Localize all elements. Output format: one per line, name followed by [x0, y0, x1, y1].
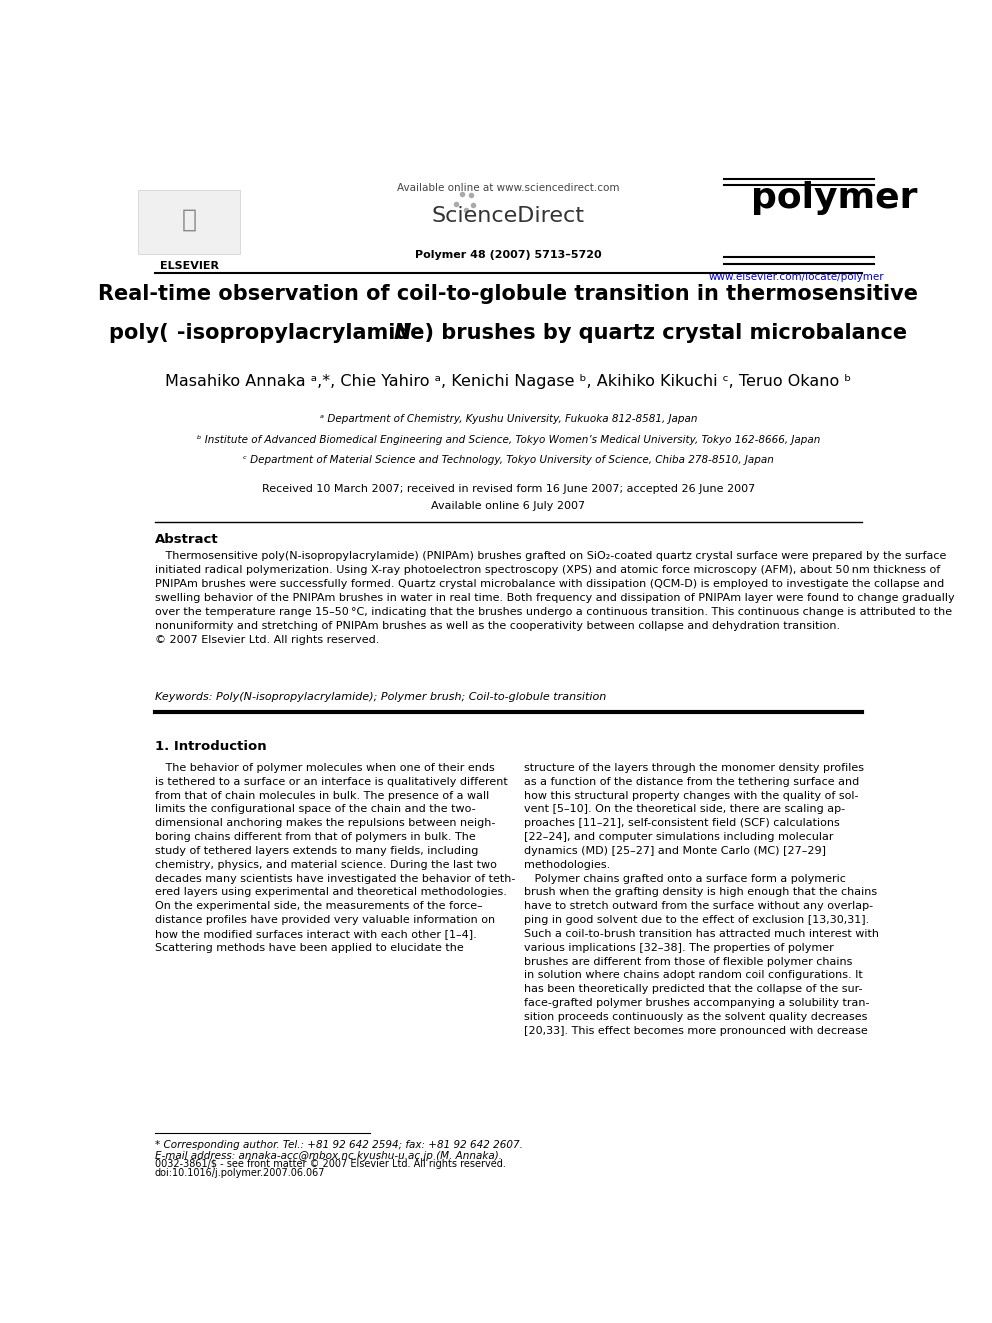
- Text: * Corresponding author. Tel.: +81 92 642 2594; fax: +81 92 642 2607.: * Corresponding author. Tel.: +81 92 642…: [155, 1140, 523, 1150]
- Text: N: N: [394, 323, 411, 343]
- Text: Thermosensitive poly(N-isopropylacrylamide) (PNIPAm) brushes grafted on SiO₂-coa: Thermosensitive poly(N-isopropylacrylami…: [155, 550, 954, 646]
- Text: The behavior of polymer molecules when one of their ends
is tethered to a surfac: The behavior of polymer molecules when o…: [155, 763, 515, 953]
- Text: poly(  -isopropylacrylamide) brushes by quartz crystal microbalance: poly( -isopropylacrylamide) brushes by q…: [109, 323, 908, 343]
- Text: ᵇ Institute of Advanced Biomedical Engineering and Science, Tokyo Women’s Medica: ᵇ Institute of Advanced Biomedical Engin…: [196, 435, 820, 445]
- Text: 1. Introduction: 1. Introduction: [155, 741, 267, 753]
- Text: polymer: polymer: [751, 181, 917, 216]
- Text: Keywords: Poly(N-isopropylacrylamide); Polymer brush; Coil-to-globule transition: Keywords: Poly(N-isopropylacrylamide); P…: [155, 692, 606, 701]
- Text: www.elsevier.com/locate/polymer: www.elsevier.com/locate/polymer: [709, 271, 885, 282]
- Text: Available online 6 July 2007: Available online 6 July 2007: [432, 501, 585, 511]
- Text: ᶜ Department of Material Science and Technology, Tokyo University of Science, Ch: ᶜ Department of Material Science and Tec…: [243, 455, 774, 466]
- Text: Masahiko Annaka ᵃ,*, Chie Yahiro ᵃ, Kenichi Nagase ᵇ, Akihiko Kikuchi ᶜ, Teruo O: Masahiko Annaka ᵃ,*, Chie Yahiro ᵃ, Keni…: [166, 373, 851, 389]
- Text: ScienceDirect: ScienceDirect: [432, 205, 585, 226]
- Text: Polymer 48 (2007) 5713–5720: Polymer 48 (2007) 5713–5720: [415, 250, 602, 261]
- Text: Abstract: Abstract: [155, 533, 218, 545]
- Text: doi:10.1016/j.polymer.2007.06.067: doi:10.1016/j.polymer.2007.06.067: [155, 1168, 325, 1179]
- Text: Real-time observation of coil-to-globule transition in thermosensitive: Real-time observation of coil-to-globule…: [98, 284, 919, 304]
- Text: ᵃ Department of Chemistry, Kyushu University, Fukuoka 812-8581, Japan: ᵃ Department of Chemistry, Kyushu Univer…: [319, 414, 697, 425]
- Text: Available online at www.sciencedirect.com: Available online at www.sciencedirect.co…: [397, 183, 620, 193]
- Bar: [138, 191, 240, 254]
- Text: E-mail address: annaka-acc@mbox.nc.kyushu-u.ac.jp (M. Annaka).: E-mail address: annaka-acc@mbox.nc.kyush…: [155, 1151, 502, 1162]
- Text: 🌳: 🌳: [182, 208, 196, 232]
- Text: ELSEVIER: ELSEVIER: [160, 261, 219, 271]
- Text: Received 10 March 2007; received in revised form 16 June 2007; accepted 26 June : Received 10 March 2007; received in revi…: [262, 484, 755, 493]
- Text: 0032-3861/$ - see front matter © 2007 Elsevier Ltd. All rights reserved.: 0032-3861/$ - see front matter © 2007 El…: [155, 1159, 506, 1170]
- Text: structure of the layers through the monomer density profiles
as a function of th: structure of the layers through the mono…: [524, 763, 879, 1036]
